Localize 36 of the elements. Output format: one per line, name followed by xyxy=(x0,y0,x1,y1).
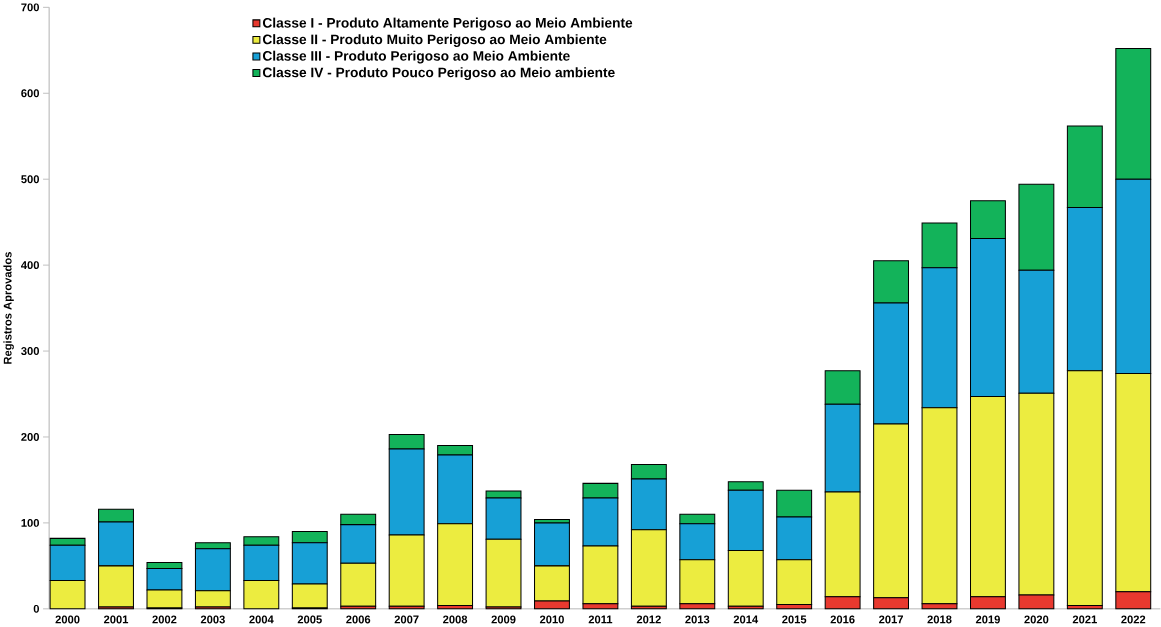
legend-label: Classe IV - Produto Pouco Perigoso ao Meio ambiente xyxy=(262,67,615,81)
x-tick-label: 2011 xyxy=(588,615,613,624)
x-tick-label: 2013 xyxy=(685,615,710,624)
x-tick-label: 2018 xyxy=(927,615,952,624)
x-tick-label: 2012 xyxy=(636,615,661,624)
x-tick-label: 2008 xyxy=(443,615,468,624)
x-tick-label: 2005 xyxy=(297,615,322,624)
y-tick-label: 700 xyxy=(21,3,39,12)
y-tick-label: 300 xyxy=(21,347,39,356)
legend-label: Classe I - Produto Altamente Perigoso ao Meio Ambiente xyxy=(262,17,633,31)
y-tick-label: 500 xyxy=(21,175,39,184)
x-tick-label: 2015 xyxy=(782,615,807,624)
x-tick-label: 2014 xyxy=(733,615,759,624)
x-tick-label: 2021 xyxy=(1072,615,1097,624)
y-axis-title: Registros Aprovados xyxy=(3,252,14,364)
y-tick-label: 600 xyxy=(21,89,39,98)
x-tick-label: 2022 xyxy=(1121,615,1146,624)
y-tick-label: 200 xyxy=(21,433,39,442)
x-tick-label: 2009 xyxy=(491,615,516,624)
x-tick-label: 2019 xyxy=(975,615,1000,624)
x-tick-label: 2020 xyxy=(1024,615,1049,624)
x-tick-label: 2007 xyxy=(394,615,419,624)
y-tick-label: 100 xyxy=(21,519,39,527)
x-tick-label: 2016 xyxy=(830,615,855,624)
x-tick-label: 2001 xyxy=(103,615,129,624)
y-tick-label: 400 xyxy=(21,261,39,270)
x-tick-label: 2010 xyxy=(539,615,564,624)
x-tick-label: 2003 xyxy=(200,615,225,624)
x-tick-label: 2000 xyxy=(55,615,80,624)
y-tick-label: 0 xyxy=(33,605,40,613)
x-tick-label: 2004 xyxy=(249,615,274,624)
x-tick-label: 2017 xyxy=(879,615,903,624)
legend-label: Classe III - Produto Perigoso ao Meio Ambiente xyxy=(262,50,570,64)
legend-label: Classe II - Produto Muito Perigoso ao Meio Ambiente xyxy=(262,34,607,48)
x-tick-label: 2006 xyxy=(346,615,371,624)
x-tick-label: 2002 xyxy=(152,615,177,624)
